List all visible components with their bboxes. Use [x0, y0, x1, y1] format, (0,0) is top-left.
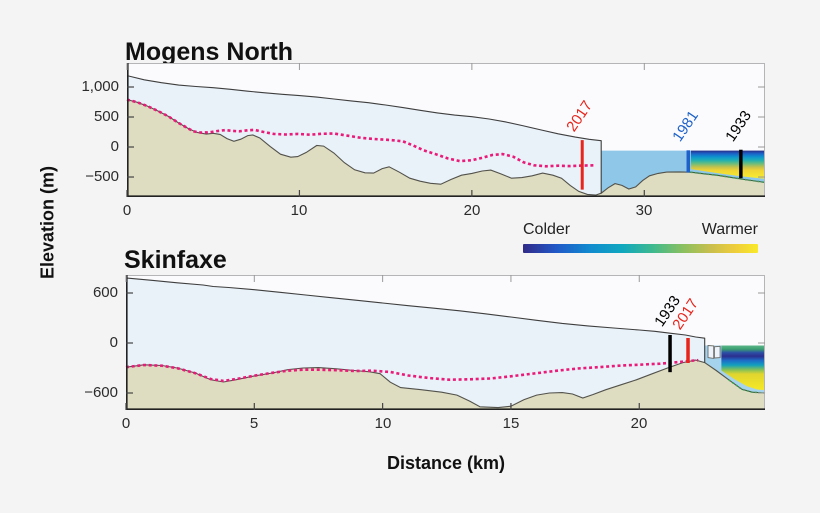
x-tick-label: 5 [249, 415, 259, 432]
water-temperature-gradient [690, 150, 765, 179]
y-tick-label: 0 [110, 138, 119, 155]
x-tick-label: 20 [630, 415, 648, 432]
bed-line [126, 99, 766, 196]
panel-svg [126, 63, 766, 197]
colorbar-gradient [523, 244, 758, 253]
x-tick-label: 0 [121, 415, 131, 432]
ice-surface-line [125, 277, 706, 363]
y-tick-label: −500 [85, 168, 119, 185]
y-tick-label: −600 [84, 384, 118, 401]
colorbar-warmer-label: Warmer [701, 221, 758, 238]
y-tick-label: 600 [92, 284, 118, 301]
water-temperature-gradient [721, 345, 765, 391]
x-tick-label: 10 [374, 415, 392, 432]
bedrock-area [127, 99, 765, 197]
iceberg-sliver [707, 345, 715, 359]
y-tick-label: 500 [93, 108, 119, 125]
x-axis-label: Distance (km) [386, 453, 506, 473]
seabed-dotted-line [690, 171, 766, 184]
iceberg-sliver [713, 345, 721, 359]
panel-mogens-north: 0 10 20 30 1,000 500 0 −500 2017 1981 1933 [81, 63, 766, 219]
ice-area [127, 75, 602, 195]
x-tick-label: 10 [290, 202, 308, 219]
bedrock-area [126, 360, 765, 410]
ice-surface-line [126, 75, 602, 194]
panel-skinfaxe: 0 5 10 15 20 600 0 −600 1933 2017 [84, 275, 766, 432]
panel-title-skinfaxe: Skinfaxe [124, 246, 227, 274]
x-tick-label: 15 [502, 415, 520, 432]
panel-axes [127, 63, 765, 197]
x-tick-label: 30 [635, 202, 653, 219]
ice-area [126, 278, 705, 408]
y-axis-label: Elevation (m) [37, 165, 58, 280]
y-tick-label: 1,000 [81, 78, 119, 95]
colorbar-legend: Colder Warmer [523, 221, 758, 253]
x-tick-label: 0 [122, 202, 132, 219]
x-tick-label: 20 [463, 202, 481, 219]
y-tick-label: 0 [109, 334, 118, 351]
panel-axes [126, 275, 765, 410]
colorbar-colder-label: Colder [523, 221, 571, 238]
panel-title-mogens-north: Mogens North [125, 38, 294, 66]
flotation-dashed-line [125, 358, 699, 383]
flotation-dashed-line [126, 98, 595, 168]
seabed-dotted-line [728, 379, 766, 394]
panel-svg [125, 275, 766, 410]
